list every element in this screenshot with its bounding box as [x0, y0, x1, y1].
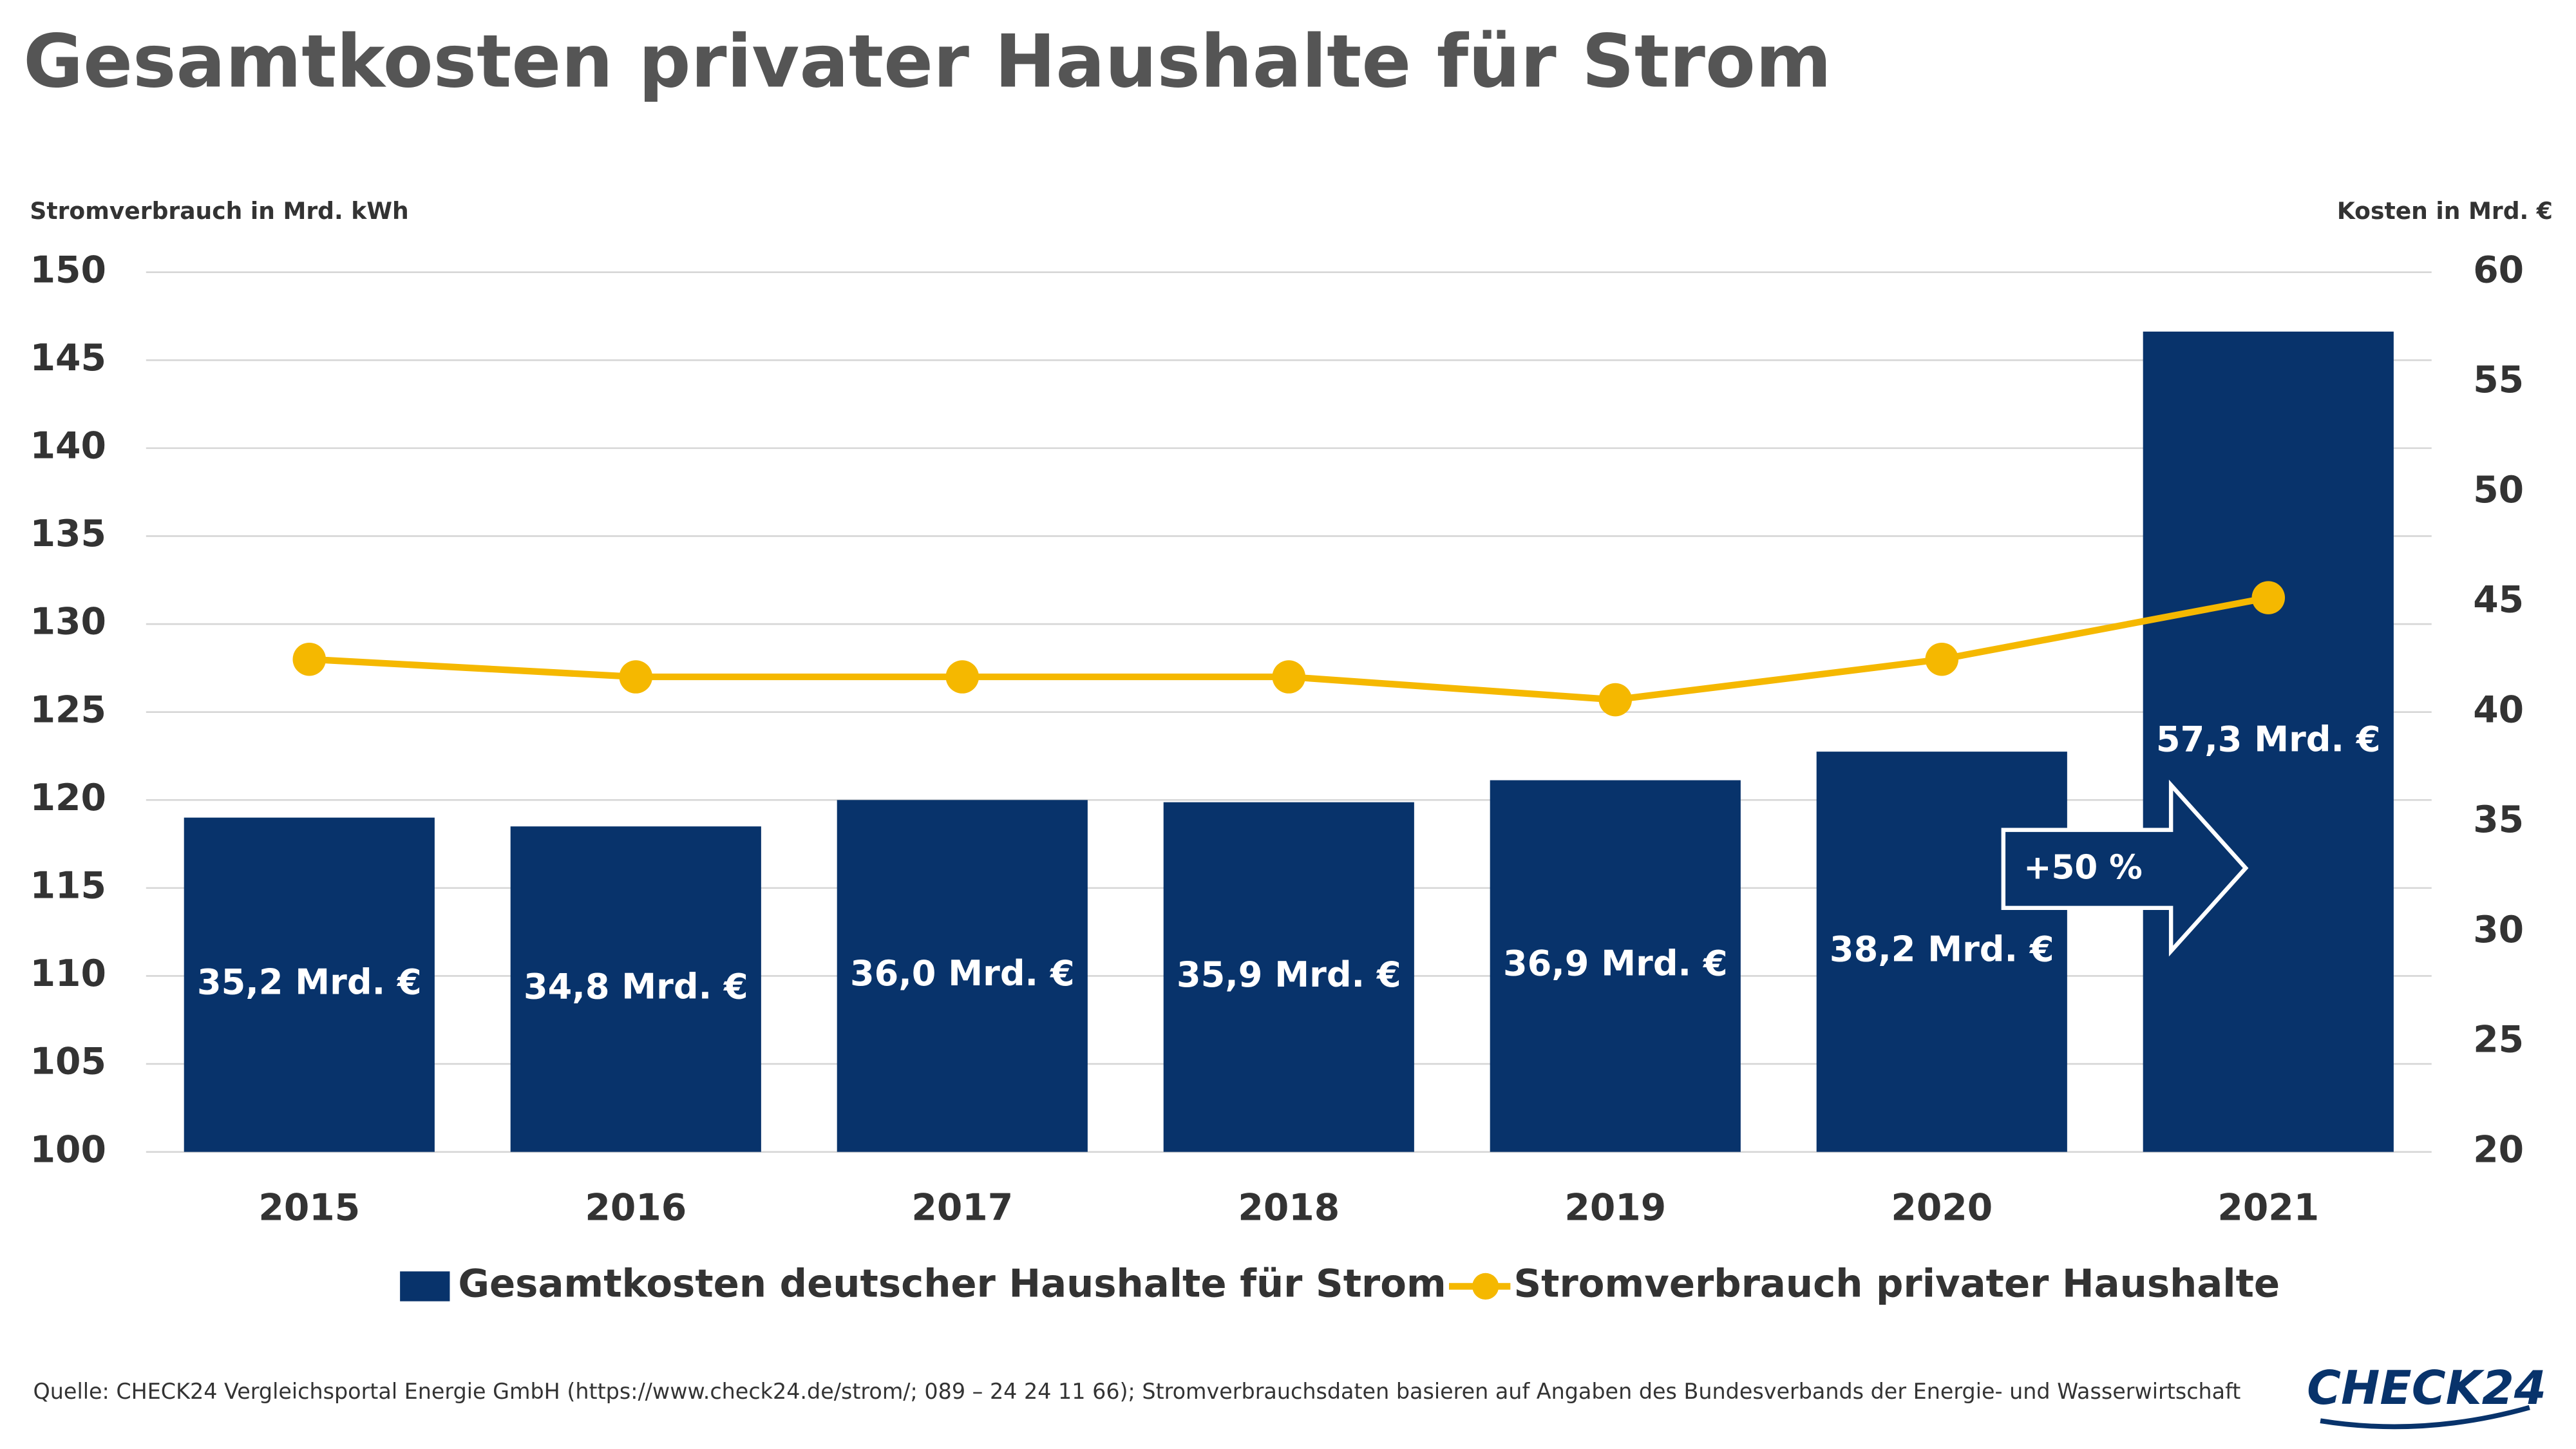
- chart-title: Gesamtkosten privater Haushalte für Stro…: [23, 19, 1832, 104]
- line-point: [1272, 660, 1306, 694]
- line-point: [292, 642, 327, 676]
- legend-label: Stromverbrauch privater Haushalte: [1514, 1262, 2280, 1306]
- y2-tick-label: 25: [2473, 1019, 2524, 1061]
- y-tick-label: 145: [30, 337, 106, 379]
- y-tick-label: 130: [30, 601, 106, 643]
- legend-marker: [1472, 1273, 1499, 1300]
- bar: [1163, 802, 1414, 1152]
- logo-text: CHECK24: [2307, 1361, 2546, 1416]
- arrow-shape: [2001, 779, 2249, 957]
- y-tick-label: 150: [30, 249, 106, 291]
- y2-tick-label: 45: [2473, 579, 2524, 621]
- x-tick-label: 2020: [1891, 1186, 1993, 1229]
- y-tick-label: 105: [30, 1041, 106, 1083]
- bar-value-label: 36,0 Mrd. €: [850, 953, 1075, 994]
- line-point: [1598, 683, 1633, 717]
- y2-tick-label: 50: [2473, 469, 2524, 511]
- labels: 100 105 110 115 120 125 130 135 140 145 150 20 25 30 3…: [30, 249, 2524, 1229]
- annotation: +50 %: [2023, 849, 2142, 887]
- bar: [184, 817, 435, 1152]
- y-axis-label: Stromverbrauch in Mrd. kWh: [30, 198, 408, 225]
- bar: [1490, 780, 1741, 1152]
- y-tick-label: 125: [30, 688, 106, 731]
- y-tick-label: 135: [30, 513, 106, 555]
- line-point: [1925, 642, 1959, 676]
- growth-arrow: +50 %: [2001, 779, 2249, 957]
- bar: [510, 826, 761, 1152]
- y-tick-label: 120: [30, 777, 106, 819]
- line-point: [945, 660, 980, 694]
- bar: [1816, 752, 2067, 1152]
- logo-swoosh: [2320, 1405, 2530, 1430]
- bar-value-label: 57,3 Mrd. €: [2156, 719, 2381, 759]
- bar-value-label: 38,2 Mrd. €: [1830, 929, 2054, 970]
- x-tick-label: 2015: [258, 1186, 360, 1229]
- y2-tick-label: 35: [2473, 799, 2524, 841]
- line-series: [292, 581, 2286, 717]
- y-tick-label: 140: [30, 425, 106, 468]
- line-point: [619, 660, 653, 694]
- bars: [184, 331, 2394, 1152]
- bar: [837, 800, 1088, 1152]
- y2-tick-label: 40: [2473, 688, 2524, 731]
- x-tick-label: 2018: [1238, 1186, 1340, 1229]
- y2-tick-label: 60: [2473, 249, 2524, 291]
- bar: [2143, 331, 2394, 1152]
- legend-swatch: [400, 1271, 450, 1302]
- legend: Gesamtkosten deutscher Haushalte für Str…: [400, 1262, 2280, 1306]
- bar-value-label: 35,2 Mrd. €: [197, 962, 422, 1003]
- y-tick-label: 100: [30, 1128, 106, 1171]
- bar-value-label: 36,9 Mrd. €: [1503, 943, 1728, 984]
- y2-tick-label: 30: [2473, 909, 2524, 951]
- x-tick-label: 2016: [585, 1186, 687, 1229]
- y-tick-label: 110: [30, 952, 106, 995]
- y2-tick-label: 55: [2473, 359, 2524, 401]
- y2-tick-label: 20: [2473, 1128, 2524, 1171]
- logo: CHECK24: [2307, 1361, 2546, 1430]
- x-tick-label: 2021: [2217, 1186, 2319, 1229]
- bar-value-label: 35,9 Mrd. €: [1177, 954, 1401, 995]
- line-point: [2251, 581, 2286, 614]
- y2-axis-label: Kosten in Mrd. €: [2337, 198, 2553, 225]
- bar-value-label: 34,8 Mrd. €: [524, 967, 748, 1007]
- legend-label: Gesamtkosten deutscher Haushalte für Str…: [458, 1262, 1446, 1306]
- source: Quelle: CHECK24 Vergleichsportal Energie…: [33, 1379, 2241, 1404]
- y-tick-label: 115: [30, 864, 106, 907]
- x-tick-label: 2017: [911, 1186, 1013, 1229]
- x-tick-label: 2019: [1564, 1186, 1666, 1229]
